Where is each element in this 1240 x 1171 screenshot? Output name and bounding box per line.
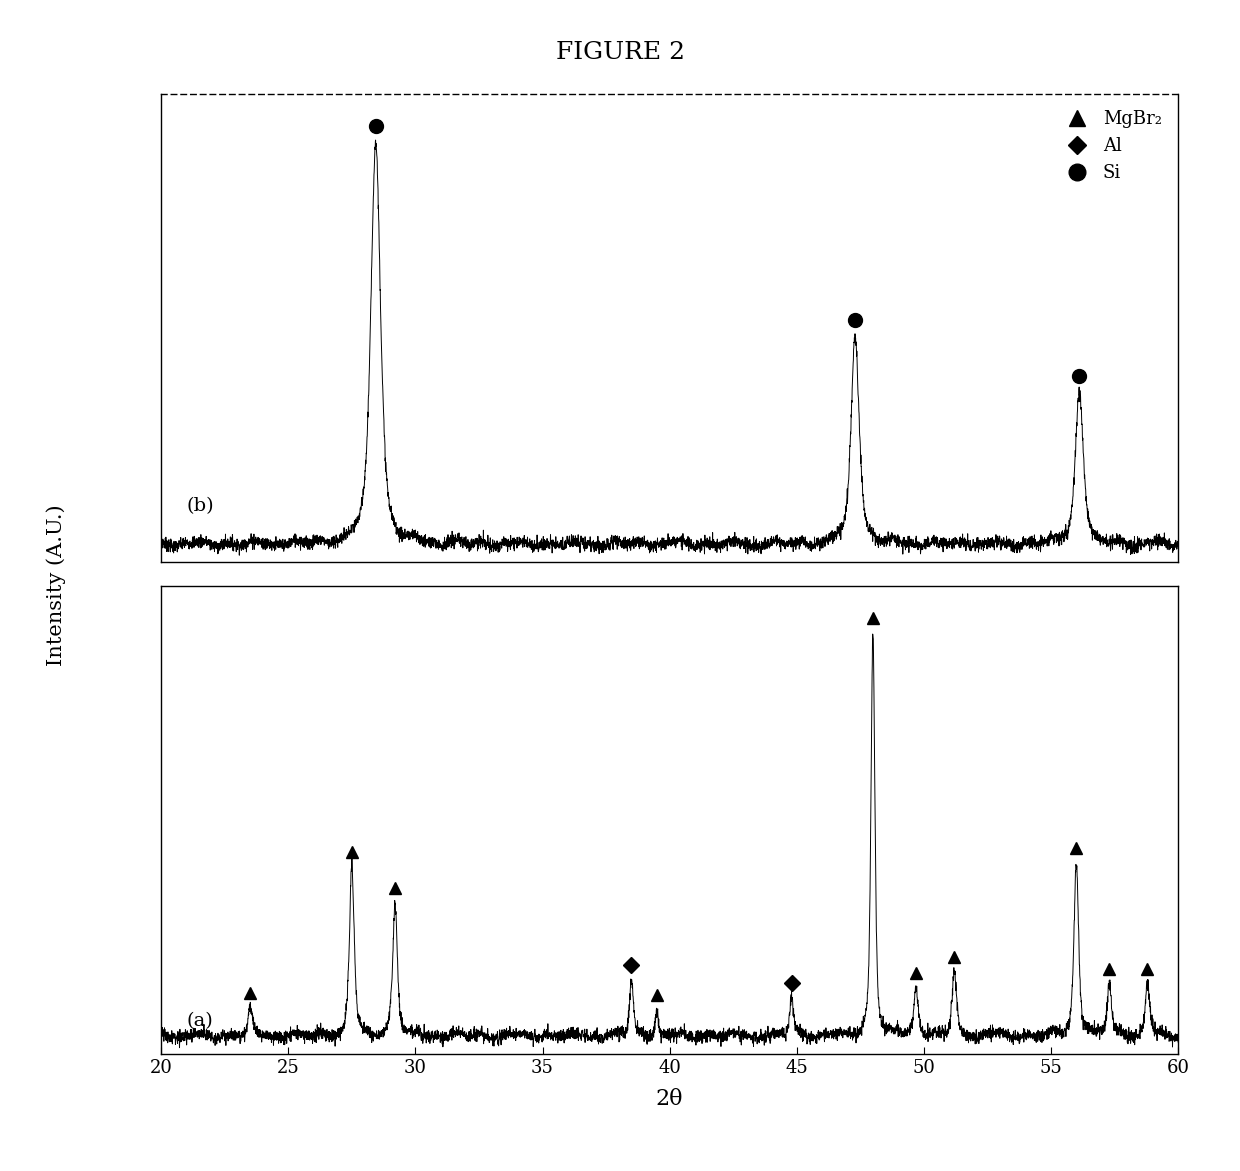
Text: Intensity (A.U.): Intensity (A.U.): [46, 505, 66, 666]
Legend: MgBr₂, Al, Si: MgBr₂, Al, Si: [1053, 103, 1169, 190]
Text: (b): (b): [186, 498, 215, 515]
Text: (a): (a): [186, 1013, 213, 1030]
X-axis label: 2θ: 2θ: [656, 1088, 683, 1110]
Text: FIGURE 2: FIGURE 2: [556, 41, 684, 64]
